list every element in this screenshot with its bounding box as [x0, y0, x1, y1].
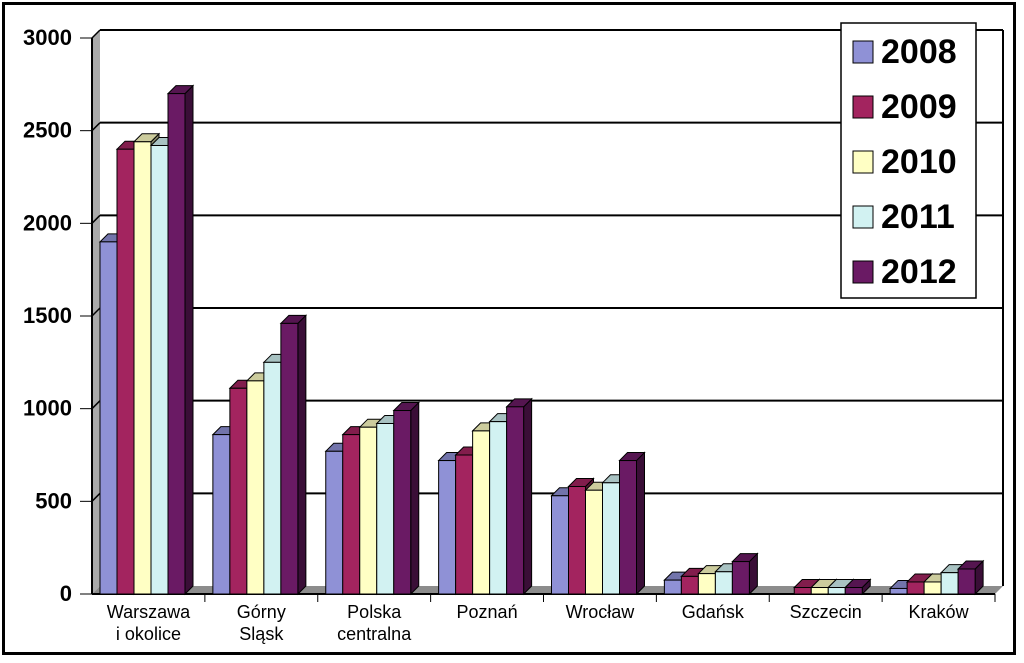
bar-2012-2 [392, 401, 420, 596]
bar-2012-7 [956, 559, 985, 596]
y-tick-label: 1000 [23, 396, 72, 421]
gridline-depth [91, 307, 101, 317]
bar-2012-5 [731, 552, 759, 596]
legend-swatch [852, 260, 874, 284]
legend-label: 2011 [881, 198, 955, 236]
bars [98, 84, 985, 596]
x-tick-label: Wrocław [566, 602, 636, 622]
legend-label: 2012 [881, 253, 957, 291]
bar-2012-1 [279, 314, 308, 596]
bar-front [150, 144, 169, 595]
bar-front [438, 460, 457, 595]
bar-front [489, 421, 508, 595]
bar-front [793, 587, 812, 595]
legend: 2008 2009 2010 2011 2012 [840, 22, 977, 299]
bar-front [99, 241, 118, 595]
bar-2012-0 [166, 84, 195, 596]
bar-front [359, 426, 378, 595]
bar-front [585, 489, 603, 595]
bar-front [116, 148, 135, 595]
y-tick-label: 3000 [23, 25, 72, 50]
bar-front [506, 406, 525, 595]
bar-front [697, 573, 716, 595]
y-tick-label: 0 [60, 581, 72, 606]
bar-front [325, 450, 344, 595]
x-tick-label: Gdańsk [682, 602, 745, 622]
bar-front [393, 410, 412, 595]
bar-front [680, 575, 699, 595]
bar-front [827, 587, 846, 595]
y-tick-label: 2000 [23, 210, 72, 235]
x-tick-label: Szczecin [790, 602, 862, 622]
bar-side [297, 314, 307, 596]
bar-front [455, 454, 474, 595]
bar-side [184, 84, 194, 596]
y-tick-label: 2500 [23, 118, 72, 143]
x-tick-label: Sląsk [239, 624, 284, 644]
bar-front [212, 434, 231, 595]
x-tick-label: centralna [337, 624, 412, 644]
y-tick-label: 1500 [23, 303, 72, 328]
gridline-depth [91, 214, 101, 224]
gridline-depth [91, 400, 101, 410]
bar-front [663, 579, 682, 595]
legend-label: 2008 [881, 33, 957, 71]
bar-front [810, 587, 829, 595]
x-tick-label: Warszawa [107, 602, 191, 622]
bar-front [246, 380, 265, 595]
bar-front [342, 434, 361, 595]
x-tick-label: Górny [237, 602, 286, 622]
legend-swatch [852, 205, 874, 229]
bar-front [133, 141, 152, 595]
bar-front [280, 322, 299, 595]
bar-front [906, 581, 925, 595]
gridline-depth [91, 29, 101, 39]
bar-side [410, 401, 420, 596]
bar-front [889, 587, 908, 595]
bar-front [551, 495, 569, 595]
bar-front [940, 572, 959, 595]
legend-swatch [852, 150, 874, 174]
x-tick-label: Kraków [909, 602, 970, 622]
bar-front [568, 486, 586, 595]
x-tick-label: i okolice [116, 624, 181, 644]
bar-front [602, 482, 620, 595]
floor [92, 586, 1003, 594]
legend-swatch [852, 40, 874, 64]
bar-front [263, 361, 282, 595]
bar-front [731, 561, 750, 595]
gridline-depth [91, 122, 101, 132]
bar-front [167, 93, 186, 595]
bar-2012-4 [618, 451, 646, 596]
bar-front [619, 460, 637, 595]
bar-side [523, 397, 533, 596]
bar-front [376, 422, 395, 595]
y-tick-label: 500 [35, 488, 72, 513]
bar-side [636, 451, 645, 596]
bar-front [714, 571, 733, 595]
bar-2012-3 [505, 397, 533, 596]
legend-label: 2010 [881, 143, 957, 181]
bar-front [472, 430, 491, 595]
bar-2012-6 [844, 578, 872, 596]
gridline-depth [91, 492, 101, 502]
legend-swatch [852, 95, 874, 119]
bar-front [229, 387, 248, 595]
bar-front [957, 568, 976, 595]
legend-label: 2009 [881, 88, 957, 126]
x-tick-label: Poznań [457, 602, 518, 622]
x-tick-label: Polska [347, 602, 402, 622]
bar-front [923, 581, 942, 595]
bar-front [844, 587, 863, 595]
